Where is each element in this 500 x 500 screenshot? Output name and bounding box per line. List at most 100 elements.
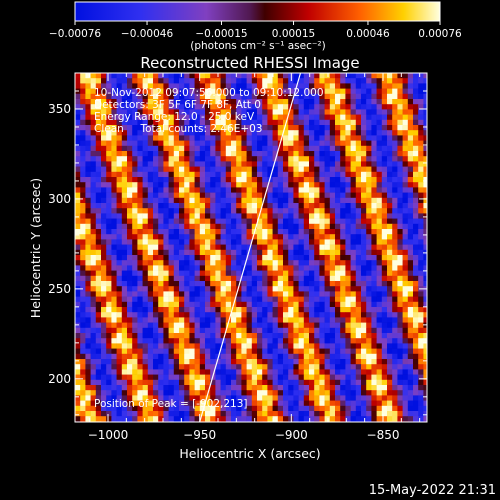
heatmap-cell [288, 145, 294, 152]
heatmap-cell [361, 166, 367, 173]
heatmap-cell [127, 317, 133, 323]
heatmap-cell [168, 114, 175, 121]
heatmap-cell [101, 140, 107, 147]
heatmap-cell [80, 93, 86, 100]
heatmap-cell [158, 270, 164, 277]
heatmap-cell [303, 119, 310, 126]
heatmap-cell [355, 374, 362, 381]
heatmap-cell [199, 234, 206, 240]
heatmap-cell [168, 73, 175, 79]
heatmap-cell [277, 99, 284, 105]
heatmap-cell [355, 369, 362, 375]
heatmap-cell [199, 327, 206, 334]
heatmap-cell [246, 265, 253, 271]
heatmap-cell [215, 411, 221, 417]
heatmap-cell [371, 291, 377, 297]
heatmap-cell [168, 182, 175, 188]
heatmap-cell [371, 275, 377, 282]
heatmap-cell [387, 104, 393, 110]
heatmap-cell [319, 99, 325, 105]
heatmap-cell [272, 411, 279, 417]
heatmap-cell [153, 359, 159, 365]
heatmap-cell [116, 73, 123, 79]
heatmap-cell [147, 275, 154, 282]
heatmap-cell [90, 400, 97, 407]
heatmap-cell [407, 317, 414, 323]
heatmap-cell [257, 400, 263, 407]
heatmap-cell [246, 203, 253, 209]
heatmap-cell [397, 353, 403, 360]
heatmap-cell [350, 125, 357, 131]
heatmap-cell [371, 260, 377, 266]
heatmap-cell [168, 88, 175, 95]
heatmap-cell [257, 99, 263, 105]
heatmap-cell [272, 166, 279, 173]
heatmap-cell [288, 83, 294, 89]
heatmap-cell [262, 281, 268, 287]
heatmap-cell [392, 140, 398, 147]
heatmap-cell [153, 405, 159, 412]
heatmap-cell [75, 119, 81, 126]
heatmap-cell [163, 156, 169, 162]
heatmap-cell [147, 390, 154, 396]
heatmap-cell [225, 322, 232, 329]
heatmap-cell [324, 187, 331, 193]
heatmap-cell [257, 405, 263, 412]
heatmap-cell [225, 411, 232, 417]
heatmap-cell [194, 213, 201, 219]
heatmap-cell [215, 83, 221, 89]
heatmap-cell [127, 255, 133, 261]
heatmap-cell [407, 296, 414, 303]
heatmap-cell [241, 275, 247, 282]
heatmap-cell [350, 270, 357, 277]
heatmap-cell [90, 182, 97, 188]
heatmap-cell [272, 192, 279, 199]
heatmap-cell [158, 395, 164, 401]
heatmap-cell [142, 348, 149, 355]
heatmap-cell [381, 255, 388, 261]
heatmap-cell [371, 125, 377, 131]
heatmap-cell [116, 379, 123, 386]
heatmap-cell [340, 416, 346, 422]
heatmap-cell [350, 322, 357, 329]
heatmap-cell [319, 83, 325, 89]
heatmap-cell [220, 78, 227, 84]
heatmap-cell [205, 265, 211, 271]
heatmap-cell [288, 385, 294, 391]
heatmap-cell [121, 353, 128, 360]
heatmap-cell [283, 182, 289, 188]
heatmap-cell [85, 229, 91, 235]
heatmap-cell [210, 218, 216, 225]
heatmap-cell [127, 239, 133, 245]
heatmap-cell [283, 312, 289, 318]
heatmap-cell [132, 156, 138, 162]
heatmap-cell [251, 78, 258, 84]
heatmap-cell [215, 244, 221, 251]
heatmap-cell [137, 223, 143, 230]
heatmap-cell [387, 156, 393, 162]
annotation-time-range: 10-Nov-2012 09:07:56.000 to 09:10:12.000 [94, 87, 324, 99]
heatmap-cell [413, 348, 419, 355]
heatmap-cell [111, 114, 117, 121]
heatmap-cell [366, 359, 372, 365]
heatmap-cell [236, 192, 242, 199]
heatmap-cell [251, 307, 258, 313]
heatmap-cell [418, 353, 424, 360]
heatmap-cell [402, 192, 409, 199]
heatmap-cell [355, 73, 362, 79]
heatmap-cell [210, 177, 216, 183]
heatmap-cell [340, 114, 346, 121]
heatmap-cell [194, 348, 201, 355]
heatmap-cell [303, 275, 310, 282]
heatmap-cell [121, 249, 128, 256]
heatmap-cell [147, 343, 154, 349]
heatmap-cell [257, 234, 263, 240]
x-tick-label: −850 [367, 428, 400, 442]
heatmap-cell [137, 93, 143, 100]
heatmap-cell [189, 203, 195, 209]
heatmap-cell [205, 99, 211, 105]
heatmap-cell [246, 364, 253, 370]
heatmap-cell [179, 109, 185, 115]
heatmap-cell [335, 255, 341, 261]
heatmap-cell [80, 203, 86, 209]
